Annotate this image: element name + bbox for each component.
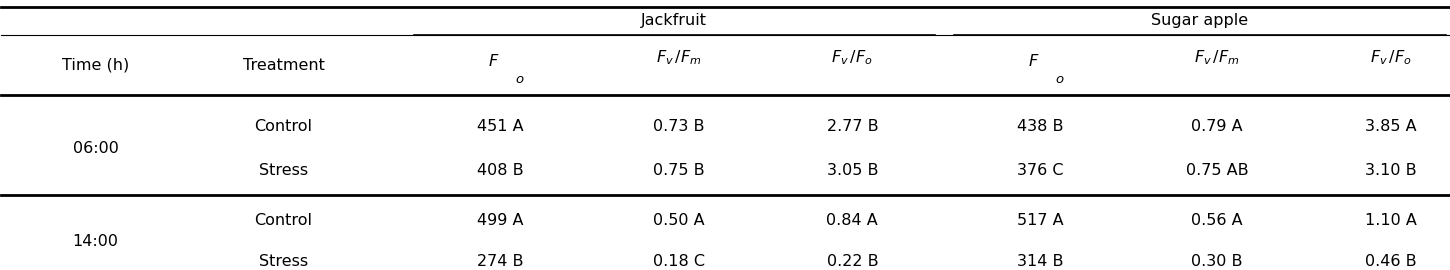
Text: $\mathit{F}_{\mathit{v}}\//\mathit{F}_{\mathit{o}}$: $\mathit{F}_{\mathit{v}}\//\mathit{F}_{\… — [1370, 48, 1412, 67]
Text: 0.22 B: 0.22 B — [826, 254, 879, 269]
Text: Treatment: Treatment — [242, 58, 325, 73]
Text: $\mathit{o}$: $\mathit{o}$ — [515, 73, 525, 86]
Text: 408 B: 408 B — [477, 163, 523, 178]
Text: 0.75 AB: 0.75 AB — [1186, 163, 1248, 178]
Text: $\mathit{F}_{\mathit{v}}\//\mathit{F}_{\mathit{m}}$: $\mathit{F}_{\mathit{v}}\//\mathit{F}_{\… — [1195, 48, 1240, 67]
Text: Control: Control — [255, 119, 313, 134]
Text: 0.30 B: 0.30 B — [1192, 254, 1243, 269]
Text: 0.73 B: 0.73 B — [652, 119, 705, 134]
Text: 451 A: 451 A — [477, 119, 523, 134]
Text: 3.05 B: 3.05 B — [826, 163, 879, 178]
Text: 1.10 A: 1.10 A — [1364, 213, 1417, 228]
Text: 0.18 C: 0.18 C — [652, 254, 705, 269]
Text: $\mathit{F}$: $\mathit{F}$ — [487, 53, 499, 69]
Text: Sugar apple: Sugar apple — [1151, 14, 1248, 28]
Text: 274 B: 274 B — [477, 254, 523, 269]
Text: 438 B: 438 B — [1018, 119, 1064, 134]
Text: 0.50 A: 0.50 A — [652, 213, 705, 228]
Text: $\mathit{F}$: $\mathit{F}$ — [1028, 53, 1040, 69]
Text: Stress: Stress — [260, 163, 309, 178]
Text: 0.79 A: 0.79 A — [1192, 119, 1243, 134]
Text: 0.56 A: 0.56 A — [1192, 213, 1243, 228]
Text: Jackfruit: Jackfruit — [641, 14, 708, 28]
Text: $\mathit{F}_{\mathit{v}}\//\mathit{F}_{\mathit{o}}$: $\mathit{F}_{\mathit{v}}\//\mathit{F}_{\… — [831, 48, 873, 67]
Text: Control: Control — [255, 213, 313, 228]
Text: 06:00: 06:00 — [72, 141, 119, 156]
Text: 2.77 B: 2.77 B — [826, 119, 879, 134]
Text: $\mathit{o}$: $\mathit{o}$ — [1054, 73, 1064, 86]
Text: 0.75 B: 0.75 B — [652, 163, 705, 178]
Text: $\mathit{F}_{\mathit{v}}\//\mathit{F}_{\mathit{m}}$: $\mathit{F}_{\mathit{v}}\//\mathit{F}_{\… — [655, 48, 702, 67]
Text: 14:00: 14:00 — [72, 234, 119, 249]
Text: 3.10 B: 3.10 B — [1364, 163, 1417, 178]
Text: 517 A: 517 A — [1018, 213, 1064, 228]
Text: 3.85 A: 3.85 A — [1364, 119, 1417, 134]
Text: 499 A: 499 A — [477, 213, 523, 228]
Text: Time (h): Time (h) — [62, 58, 129, 73]
Text: 314 B: 314 B — [1018, 254, 1064, 269]
Text: 0.84 A: 0.84 A — [826, 213, 879, 228]
Text: Stress: Stress — [260, 254, 309, 269]
Text: 376 C: 376 C — [1018, 163, 1064, 178]
Text: 0.46 B: 0.46 B — [1364, 254, 1417, 269]
